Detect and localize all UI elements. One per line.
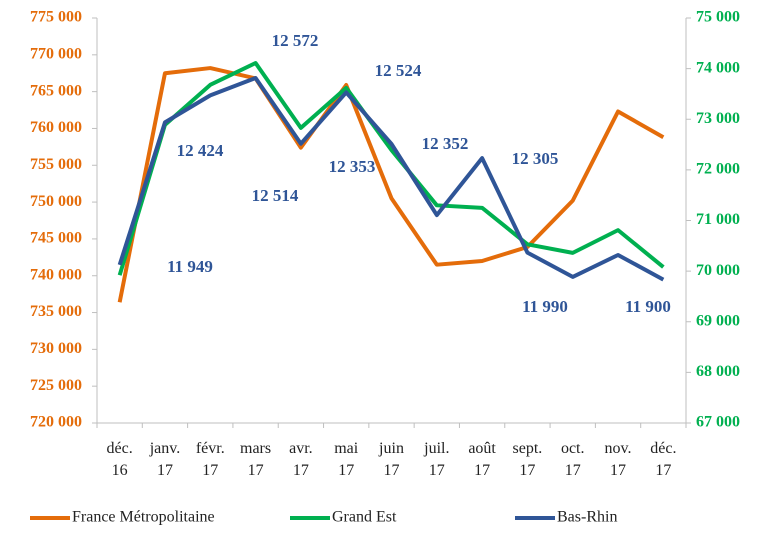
y2-tick-label: 72 000 [696, 161, 740, 178]
y-tick-label: 750 000 [30, 193, 82, 210]
series-line [117, 66, 665, 303]
x-tick-label: août 17 [468, 440, 496, 479]
data-label: 11 949 [167, 257, 213, 276]
legend-label: Grand Est [332, 509, 397, 526]
data-label: 12 353 [329, 157, 376, 176]
series-line [117, 61, 665, 276]
y2-tick-label: 70 000 [696, 262, 740, 279]
x-tick-label: nov. 17 [604, 440, 632, 479]
data-label: 12 572 [272, 31, 319, 50]
data-label: 12 424 [177, 141, 224, 160]
y2-tick-label: 75 000 [696, 9, 740, 26]
x-tick-label: déc. 17 [650, 440, 677, 479]
x-tick-label: mars 17 [240, 440, 272, 479]
y2-tick-label: 69 000 [696, 312, 740, 329]
y-tick-label: 725 000 [30, 377, 82, 394]
y2-tick-label: 68 000 [696, 363, 740, 380]
x-tick-label: déc. 16 [106, 440, 133, 479]
y-tick-label: 770 000 [30, 45, 82, 62]
y2-tick-label: 74 000 [696, 59, 740, 76]
y-tick-label: 730 000 [30, 340, 82, 357]
data-label: 11 990 [522, 297, 568, 316]
data-label: 12 524 [375, 61, 422, 80]
y-tick-label: 735 000 [30, 303, 82, 320]
y-tick-label: 755 000 [30, 156, 82, 173]
y-tick-label: 760 000 [30, 119, 82, 136]
y2-tick-label: 71 000 [696, 211, 740, 228]
y-tick-label: 775 000 [30, 9, 82, 26]
x-tick-label: juil. 17 [424, 440, 450, 479]
y2-tick-label: 73 000 [696, 110, 740, 127]
x-tick-label: janv. 17 [149, 440, 181, 479]
legend-label: France Métropolitaine [72, 509, 215, 526]
data-label: 11 900 [625, 297, 671, 316]
x-tick-label: oct. 17 [560, 440, 585, 479]
y-tick-label: 720 000 [30, 414, 82, 431]
y-tick-label: 765 000 [30, 82, 82, 99]
x-tick-label: avr. 17 [289, 440, 313, 479]
y2-tick-label: 67 000 [696, 414, 740, 431]
y-tick-label: 745 000 [30, 230, 82, 247]
x-tick-label: févr. 17 [195, 440, 225, 479]
x-tick-label: mai 17 [334, 440, 359, 479]
x-tick-label: juin 17 [379, 440, 404, 479]
y-tick-label: 740 000 [30, 266, 82, 283]
data-label: 12 514 [252, 186, 299, 205]
legend-label: Bas-Rhin [557, 509, 617, 526]
data-label: 12 352 [422, 134, 469, 153]
x-tick-label: sept. 17 [512, 440, 543, 479]
data-label: 12 305 [512, 149, 559, 168]
series-line [117, 76, 665, 282]
